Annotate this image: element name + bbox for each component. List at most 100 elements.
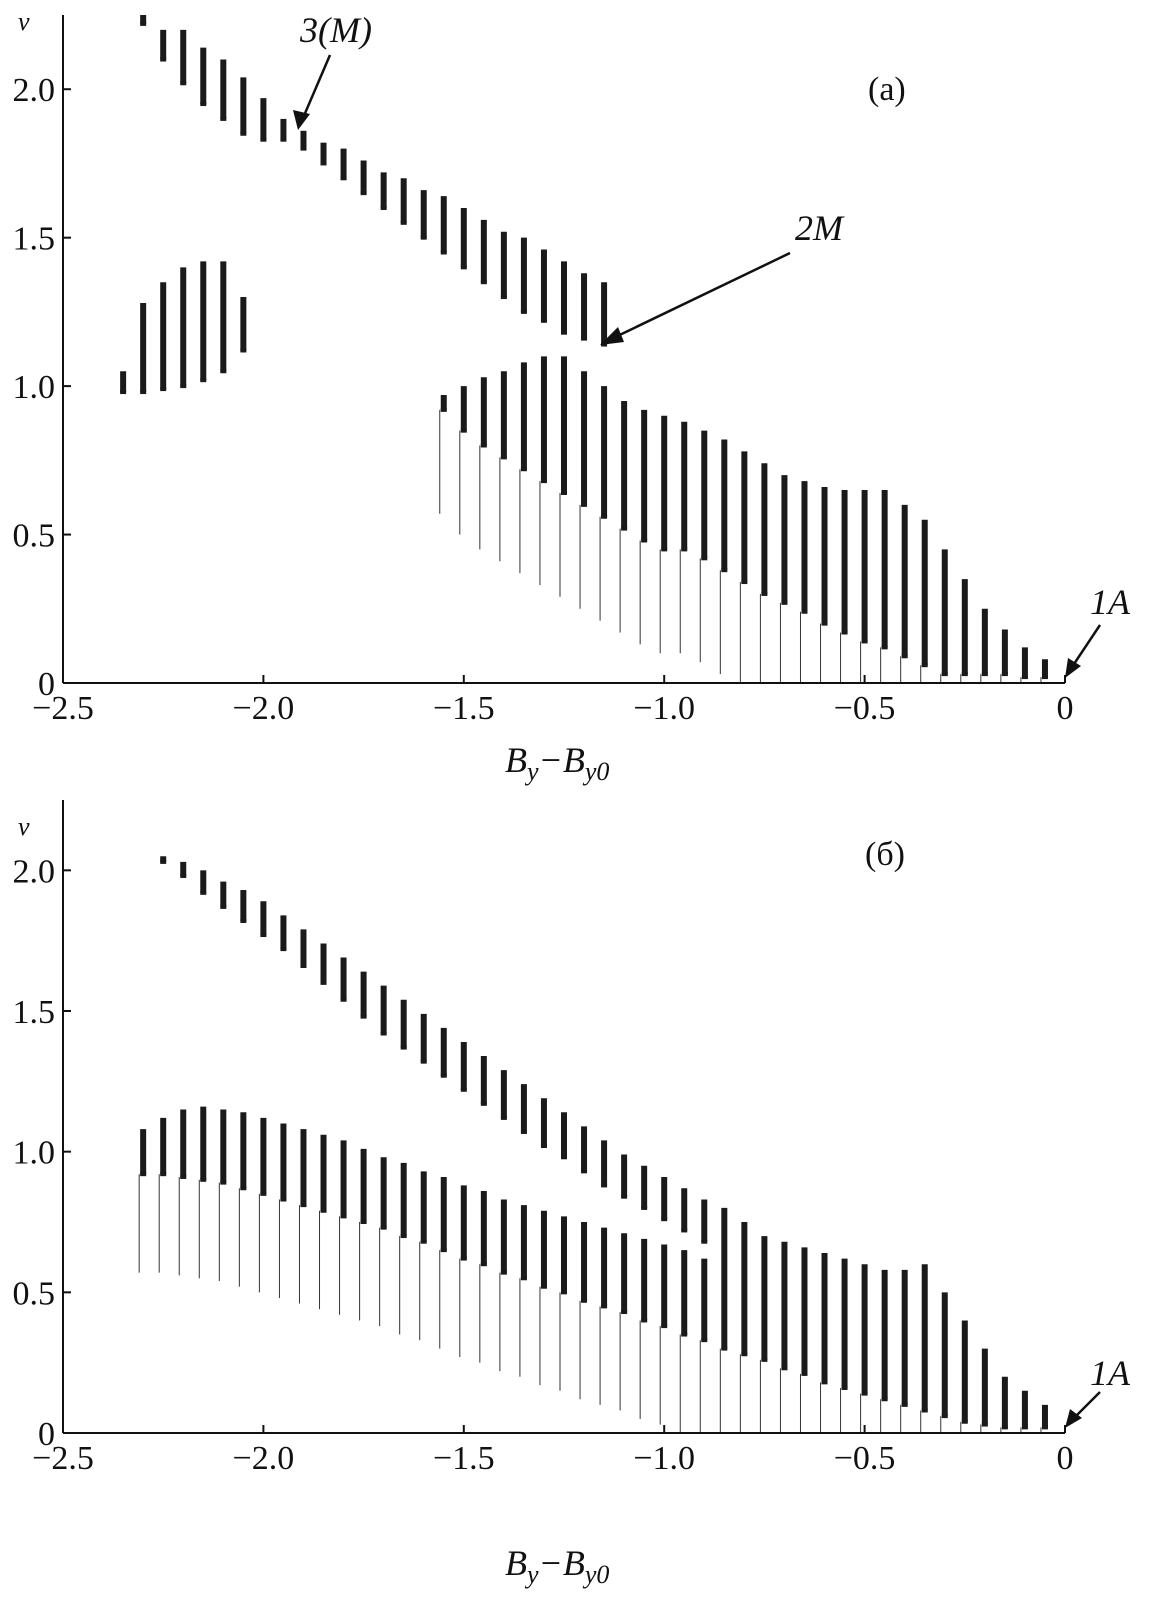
bifurcation-point: [140, 390, 147, 395]
arrowhead-1a: [1065, 658, 1081, 678]
bifurcation-point: [480, 280, 487, 285]
bifurcation-point: [440, 250, 447, 255]
y-tick-label: 0.5: [13, 1275, 56, 1312]
bifurcation-point: [440, 1248, 447, 1253]
bifurcation-point: [300, 146, 307, 151]
x-label-b: B: [505, 740, 527, 780]
bifurcation-point: [581, 1169, 588, 1174]
bifurcation-point: [841, 1385, 848, 1390]
x-ticks: −2.5 −2.0 −1.5 −1.0 −0.5 0: [32, 1425, 1074, 1477]
bifurcation-point: [861, 639, 868, 644]
panel-label: (a): [868, 71, 906, 108]
bifurcation-point: [340, 997, 347, 1002]
bifurcation-point: [520, 309, 527, 314]
bifurcation-point: [921, 1408, 928, 1413]
bifurcation-point: [561, 1290, 567, 1295]
bifurcation-point: [681, 547, 688, 552]
x-ticks: −2.5 −2.0 −1.5 −1.0 −0.5 0: [32, 675, 1074, 727]
bifurcation-point: [500, 295, 507, 300]
bifurcation-point: [741, 1352, 748, 1357]
x-tick-label: 0: [1057, 1440, 1074, 1477]
bifurcation-point: [500, 455, 507, 460]
bifurcation-point: [621, 1310, 628, 1315]
bifurcation-point: [1021, 675, 1028, 680]
bifurcation-point: [180, 1174, 187, 1179]
bifurcation-point: [701, 1239, 708, 1244]
bifurcation-point: [360, 1220, 367, 1224]
x-tick-label: −2.5: [32, 690, 94, 727]
bifurcation-point: [901, 1402, 908, 1407]
bifurcation-point: [540, 1284, 547, 1289]
bifurcation-point: [500, 1270, 507, 1275]
bifurcation-point: [220, 116, 227, 121]
bifurcation-point: [180, 873, 187, 878]
bifurcation-point: [641, 1205, 648, 1210]
bifurcation-point: [320, 980, 327, 985]
bifurcation-point: [120, 390, 127, 395]
bifurcation-point: [160, 387, 167, 392]
x-tick-label: −1.0: [633, 690, 695, 727]
bifurcation-point: [400, 220, 407, 225]
bifurcation-point: [200, 378, 207, 383]
bifurcation-point: [300, 963, 307, 968]
bifurcation-point: [520, 1276, 527, 1281]
bifurcation-point: [821, 1380, 828, 1385]
bifurcation-point: [160, 1172, 167, 1177]
bifurcation-point: [781, 600, 788, 605]
y-tick-label: 1.5: [13, 994, 56, 1031]
bifurcation-point: [781, 1366, 788, 1371]
bifurcation-point: [460, 265, 467, 270]
arrowhead-3m: [293, 110, 310, 130]
bifurcation-point: [621, 1194, 628, 1199]
bifurcation-point: [180, 81, 187, 86]
bifurcation-point: [380, 1031, 387, 1036]
bifurcation-point: [420, 235, 427, 240]
x-label-sub1: y: [524, 757, 539, 786]
x-label-minus-b: −B: [539, 1543, 585, 1583]
bifurcation-marks: [120, 15, 1048, 680]
bifurcation-point: [520, 467, 527, 472]
annotation-1a: 1A: [1090, 582, 1131, 622]
bifurcation-point: [1041, 1425, 1048, 1430]
bifurcation-point: [200, 1177, 207, 1182]
y-tick-label: 1.0: [13, 1135, 56, 1172]
bifurcation-point: [200, 890, 207, 895]
bifurcation-point: [200, 102, 207, 107]
x-tick-label: 0: [1057, 690, 1074, 727]
bifurcation-point: [981, 1422, 988, 1427]
bifurcation-point: [240, 1186, 247, 1191]
y-tick-label: 2.0: [13, 72, 56, 109]
bifurcation-point: [280, 1197, 287, 1202]
bifurcation-point: [420, 1239, 427, 1244]
bifurcation-point: [801, 609, 808, 614]
x-tick-label: −1.0: [633, 1440, 695, 1477]
bifurcation-point: [761, 1357, 768, 1362]
annotation-1a: 1A: [1090, 1353, 1131, 1393]
bifurcation-point: [821, 621, 828, 626]
bifurcation-point: [921, 663, 928, 668]
bifurcation-point: [961, 1419, 968, 1424]
bifurcation-point: [681, 1228, 688, 1233]
annotation-3m: 3(M): [299, 10, 372, 50]
x-tick-label: −0.5: [834, 1440, 896, 1477]
bifurcation-point: [661, 1324, 668, 1329]
bifurcation-point: [220, 369, 227, 374]
bifurcation-point: [440, 1073, 447, 1078]
bifurcation-point: [480, 443, 487, 448]
bifurcation-point: [460, 428, 467, 433]
bifurcation-point: [320, 1208, 327, 1213]
bifurcation-marks: [140, 856, 1048, 1430]
x-tick-label: −1.5: [433, 690, 495, 727]
bifurcation-point: [561, 1155, 567, 1160]
arrow-2m: [604, 251, 791, 344]
bifurcation-point: [440, 407, 447, 412]
y-ticks: 0 0.5 1.0 1.5 2.0: [13, 853, 71, 1453]
bifurcation-point: [581, 336, 588, 341]
bifurcation-point: [300, 1203, 307, 1208]
x-label-minus-b: −B: [539, 740, 585, 780]
thin-spread-lines: [138, 1174, 1042, 1433]
bifurcation-point: [500, 1115, 507, 1120]
bifurcation-point: [160, 859, 167, 864]
bifurcation-point: [661, 547, 668, 552]
bifurcation-point: [1021, 1425, 1028, 1430]
